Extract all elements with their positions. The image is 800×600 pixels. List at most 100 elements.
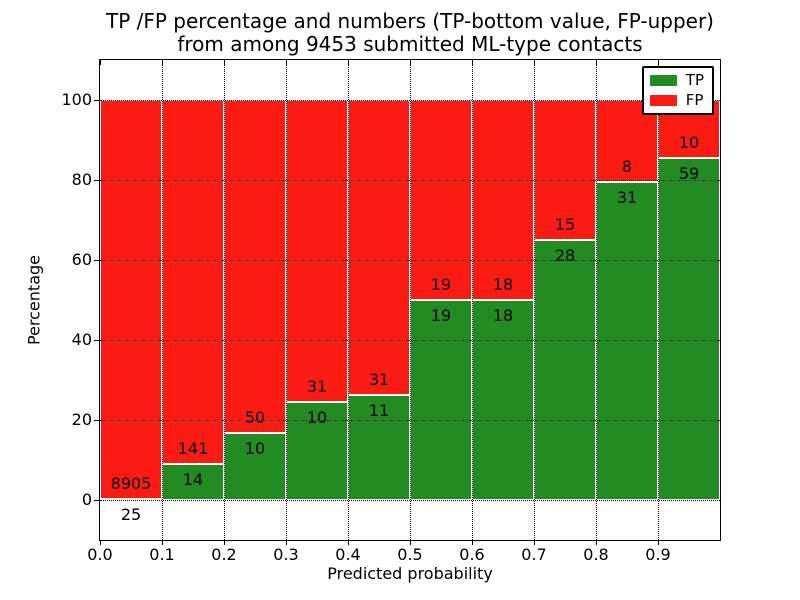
bar-segment-tp-5 xyxy=(410,300,472,500)
y-tick-label-40: 40 xyxy=(71,330,92,349)
fp-count-label-3: 31 xyxy=(306,377,328,397)
y-tick-label-100: 100 xyxy=(61,90,92,109)
tp-count-label-5: 19 xyxy=(430,306,452,325)
tp-count-label-8: 31 xyxy=(616,188,638,208)
x-tick-label-0.3: 0.3 xyxy=(273,545,299,564)
y-tick-0 xyxy=(94,500,99,501)
fp-count-label-8: 8 xyxy=(621,157,633,177)
bar-segment-fp-5 xyxy=(410,100,472,300)
x-tick-bottom-0.7 xyxy=(534,540,535,545)
legend-item-tp: TP xyxy=(649,71,704,89)
tp-count-label-1: 14 xyxy=(182,469,204,489)
tp-color-swatch xyxy=(649,75,677,86)
tp-count-label-9: 59 xyxy=(678,163,700,183)
plot-area: 25 8905 14 141 10 50 10 31 11 31 19 19 18 18 28 15 31 8 59… xyxy=(61,59,721,564)
y-tick-label-80: 80 xyxy=(71,170,92,189)
y-tick-80 xyxy=(94,180,99,181)
y-axis-label: Percentage xyxy=(24,254,44,346)
fp-count-label-1: 141 xyxy=(177,438,209,458)
x-tick-top-0.9 xyxy=(658,60,659,65)
bar-segment-fp-3 xyxy=(286,100,348,403)
y-tick-label-60: 60 xyxy=(71,250,92,269)
fp-count-label-5: 19 xyxy=(430,275,452,294)
bar-segment-tp-1 xyxy=(162,463,224,500)
gridline-y-60 xyxy=(100,260,720,261)
fp-count-label-2: 50 xyxy=(244,408,266,428)
bar-segment-tp-2 xyxy=(224,433,286,500)
x-tick-bottom-0.3 xyxy=(286,540,287,545)
bar-segment-fp-7 xyxy=(534,100,596,240)
x-tick-bottom-0.6 xyxy=(472,540,473,545)
x-tick-top-0.1 xyxy=(162,60,163,65)
gridline-x-0.5 xyxy=(410,60,411,540)
x-tick-label-0.1: 0.1 xyxy=(149,545,175,564)
chart-title-line2: from among 9453 submitted ML-type contac… xyxy=(177,32,643,56)
x-tick-label-0.9: 0.9 xyxy=(645,545,671,564)
x-tick-label-0.6: 0.6 xyxy=(459,545,485,564)
y-tick-100 xyxy=(94,100,99,101)
y-tick-20 xyxy=(94,420,99,421)
chart-title-line1: TP /FP percentage and numbers (TP-bottom… xyxy=(106,9,714,33)
x-tick-top-0.5 xyxy=(410,60,411,65)
bar-segment-tp-4 xyxy=(348,395,410,500)
chart-title: TP /FP percentage and numbers (TP-bottom… xyxy=(100,10,720,56)
bar-segment-fp-1 xyxy=(162,100,224,464)
fp-count-label-6: 18 xyxy=(492,275,514,294)
x-axis-label: Predicted probability xyxy=(327,564,493,583)
x-tick-bottom-0.1 xyxy=(162,540,163,545)
gridline-y-40 xyxy=(100,340,720,341)
gridline-x-0.7 xyxy=(534,60,535,540)
y-tick-40 xyxy=(94,340,99,341)
x-tick-label-0.8: 0.8 xyxy=(583,545,609,564)
fp-count-label-4: 31 xyxy=(368,370,390,390)
bar-segment-fp-2 xyxy=(224,100,286,434)
gridline-x-0.8 xyxy=(596,60,597,540)
x-tick-label-0.2: 0.2 xyxy=(211,545,237,564)
bar-segment-tp-3 xyxy=(286,402,348,500)
tp-count-label-7: 28 xyxy=(554,245,576,265)
bar-segment-tp-0 xyxy=(100,498,162,500)
fp-color-swatch xyxy=(649,95,677,106)
tp-count-label-6: 18 xyxy=(492,306,514,325)
x-tick-label-0.0: 0.0 xyxy=(87,545,113,564)
gridline-x-0.3 xyxy=(286,60,287,540)
legend-item-fp: FP xyxy=(649,92,704,109)
bar-segment-tp-9 xyxy=(658,157,720,500)
gridline-x-0.6 xyxy=(472,60,473,540)
tp-count-label-3: 10 xyxy=(306,408,328,428)
x-tick-top-0.6 xyxy=(472,60,473,65)
gridline-x-0.1 xyxy=(162,60,163,540)
x-tick-top-0.0 xyxy=(100,60,101,65)
fp-count-label-7: 15 xyxy=(554,214,576,234)
x-tick-bottom-0.9 xyxy=(658,540,659,545)
x-tick-top-0.8 xyxy=(596,60,597,65)
gridline-y-0 xyxy=(100,500,720,501)
gridline-y-20 xyxy=(100,420,720,421)
bar-segment-fp-0 xyxy=(100,100,162,499)
x-tick-bottom-0.8 xyxy=(596,540,597,545)
x-tick-top-0.2 xyxy=(224,60,225,65)
bar-segment-tp-8 xyxy=(596,182,658,500)
x-tick-bottom-0.2 xyxy=(224,540,225,545)
gridline-y-80 xyxy=(100,180,720,181)
x-tick-top-0.3 xyxy=(286,60,287,65)
legend: TP FP xyxy=(641,66,714,115)
x-tick-bottom-0.5 xyxy=(410,540,411,545)
legend-label-tp: TP xyxy=(685,71,704,89)
bar-segment-tp-6 xyxy=(472,300,534,500)
x-tick-label-0.7: 0.7 xyxy=(521,545,547,564)
fp-count-label-0: 8905 xyxy=(110,473,152,493)
gridline-x-0.2 xyxy=(224,60,225,540)
x-tick-label-0.4: 0.4 xyxy=(335,545,361,564)
gridline-x-0.9 xyxy=(658,60,659,540)
bar-segment-fp-4 xyxy=(348,100,410,396)
tp-count-label-4: 11 xyxy=(368,401,390,421)
y-tick-60 xyxy=(94,260,99,261)
gridline-x-0.4 xyxy=(348,60,349,540)
bar-segment-tp-7 xyxy=(534,239,596,500)
x-tick-top-0.4 xyxy=(348,60,349,65)
y-tick-label-0: 0 xyxy=(81,490,92,509)
x-tick-bottom-0.4 xyxy=(348,540,349,545)
fp-count-label-9: 10 xyxy=(678,132,700,152)
